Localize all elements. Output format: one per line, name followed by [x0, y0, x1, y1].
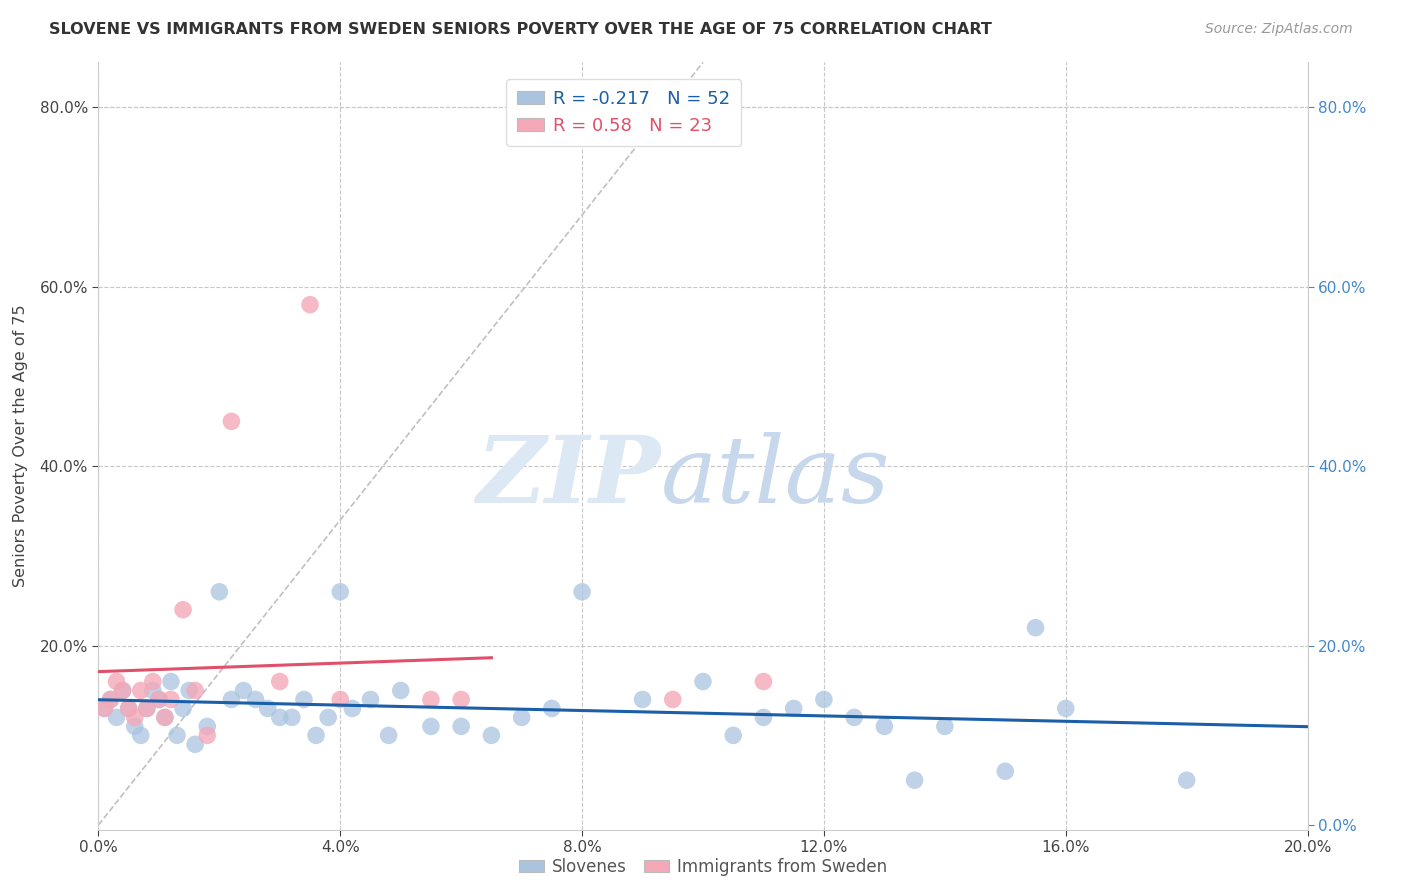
Point [329, 584, 352, 599]
Point [631, 692, 654, 706]
Point [111, 683, 134, 698]
Point [111, 683, 134, 698]
Point [692, 674, 714, 689]
Point [316, 710, 339, 724]
Point [269, 674, 291, 689]
Point [994, 764, 1017, 779]
Point [904, 773, 927, 788]
Point [105, 710, 128, 724]
Point [450, 692, 472, 706]
Point [281, 710, 304, 724]
Point [269, 710, 291, 724]
Point [153, 710, 176, 724]
Point [184, 683, 207, 698]
Point [934, 719, 956, 733]
Point [540, 701, 562, 715]
Point [208, 584, 231, 599]
Point [661, 692, 683, 706]
Point [179, 683, 201, 698]
Point [813, 692, 835, 706]
Point [100, 692, 122, 706]
Point [299, 298, 322, 312]
Point [184, 737, 207, 751]
Point [1054, 701, 1077, 715]
Point [221, 692, 243, 706]
Point [105, 674, 128, 689]
Point [389, 683, 412, 698]
Point [752, 674, 775, 689]
Point [135, 701, 157, 715]
Point [783, 701, 806, 715]
Point [160, 692, 183, 706]
Point [221, 414, 243, 428]
Point [510, 710, 533, 724]
Point [195, 719, 218, 733]
Point [377, 728, 399, 742]
Point [329, 692, 352, 706]
Legend: Slovenes, Immigrants from Sweden: Slovenes, Immigrants from Sweden [512, 851, 894, 882]
Point [245, 692, 267, 706]
Text: atlas: atlas [661, 432, 890, 522]
Point [135, 701, 157, 715]
Point [305, 728, 328, 742]
Point [100, 692, 122, 706]
Point [124, 719, 146, 733]
Point [1175, 773, 1198, 788]
Point [148, 692, 170, 706]
Point [124, 710, 146, 724]
Point [481, 728, 503, 742]
Point [142, 674, 165, 689]
Point [153, 710, 176, 724]
Point [752, 710, 775, 724]
Text: Source: ZipAtlas.com: Source: ZipAtlas.com [1205, 22, 1353, 37]
Point [571, 584, 593, 599]
Point [420, 719, 443, 733]
Point [360, 692, 382, 706]
Point [118, 701, 141, 715]
Y-axis label: Seniors Poverty Over the Age of 75: Seniors Poverty Over the Age of 75 [14, 305, 28, 587]
Point [195, 728, 218, 742]
Point [148, 692, 170, 706]
Point [450, 719, 472, 733]
Point [129, 683, 152, 698]
Point [1024, 621, 1046, 635]
Point [292, 692, 315, 706]
Point [118, 701, 141, 715]
Point [93, 701, 115, 715]
Point [420, 692, 443, 706]
Point [166, 728, 188, 742]
Point [844, 710, 866, 724]
Point [232, 683, 254, 698]
Point [342, 701, 364, 715]
Point [723, 728, 745, 742]
Point [160, 674, 183, 689]
Point [93, 701, 115, 715]
Point [256, 701, 278, 715]
Point [142, 683, 165, 698]
Point [873, 719, 896, 733]
Point [129, 728, 152, 742]
Text: ZIP: ZIP [477, 432, 661, 522]
Point [172, 603, 194, 617]
Point [172, 701, 194, 715]
Text: SLOVENE VS IMMIGRANTS FROM SWEDEN SENIORS POVERTY OVER THE AGE OF 75 CORRELATION: SLOVENE VS IMMIGRANTS FROM SWEDEN SENIOR… [49, 22, 993, 37]
